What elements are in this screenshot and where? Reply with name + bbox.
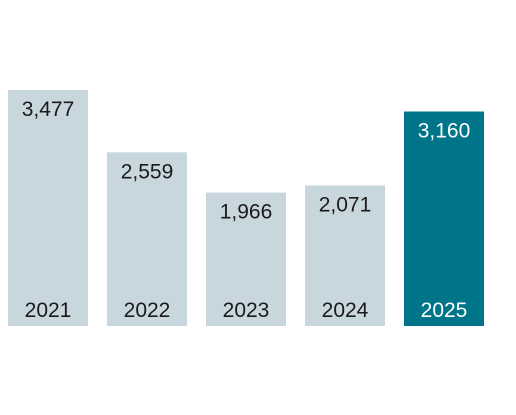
value-label-2022: 2,559	[121, 160, 174, 183]
category-label-2023: 2023	[223, 299, 270, 322]
bar-2022	[107, 152, 187, 326]
value-label-2023: 1,966	[220, 201, 273, 224]
category-label-2022: 2022	[124, 299, 171, 322]
value-label-2021: 3,477	[22, 98, 75, 121]
category-label-2025: 2025	[421, 299, 468, 322]
bars-group	[8, 90, 484, 326]
value-label-2024: 2,071	[319, 193, 372, 216]
bar-2024	[305, 185, 385, 326]
bar-2025	[404, 111, 484, 326]
labels-group: 3,477 2021 2,559 2022 1,966 2023 2,071 2024 3,16…	[22, 98, 471, 322]
bar-2023	[206, 192, 286, 326]
value-label-2025: 3,160	[418, 120, 471, 143]
bar-2021	[8, 90, 88, 326]
category-label-2021: 2021	[25, 299, 72, 322]
category-label-2024: 2024	[322, 299, 369, 322]
